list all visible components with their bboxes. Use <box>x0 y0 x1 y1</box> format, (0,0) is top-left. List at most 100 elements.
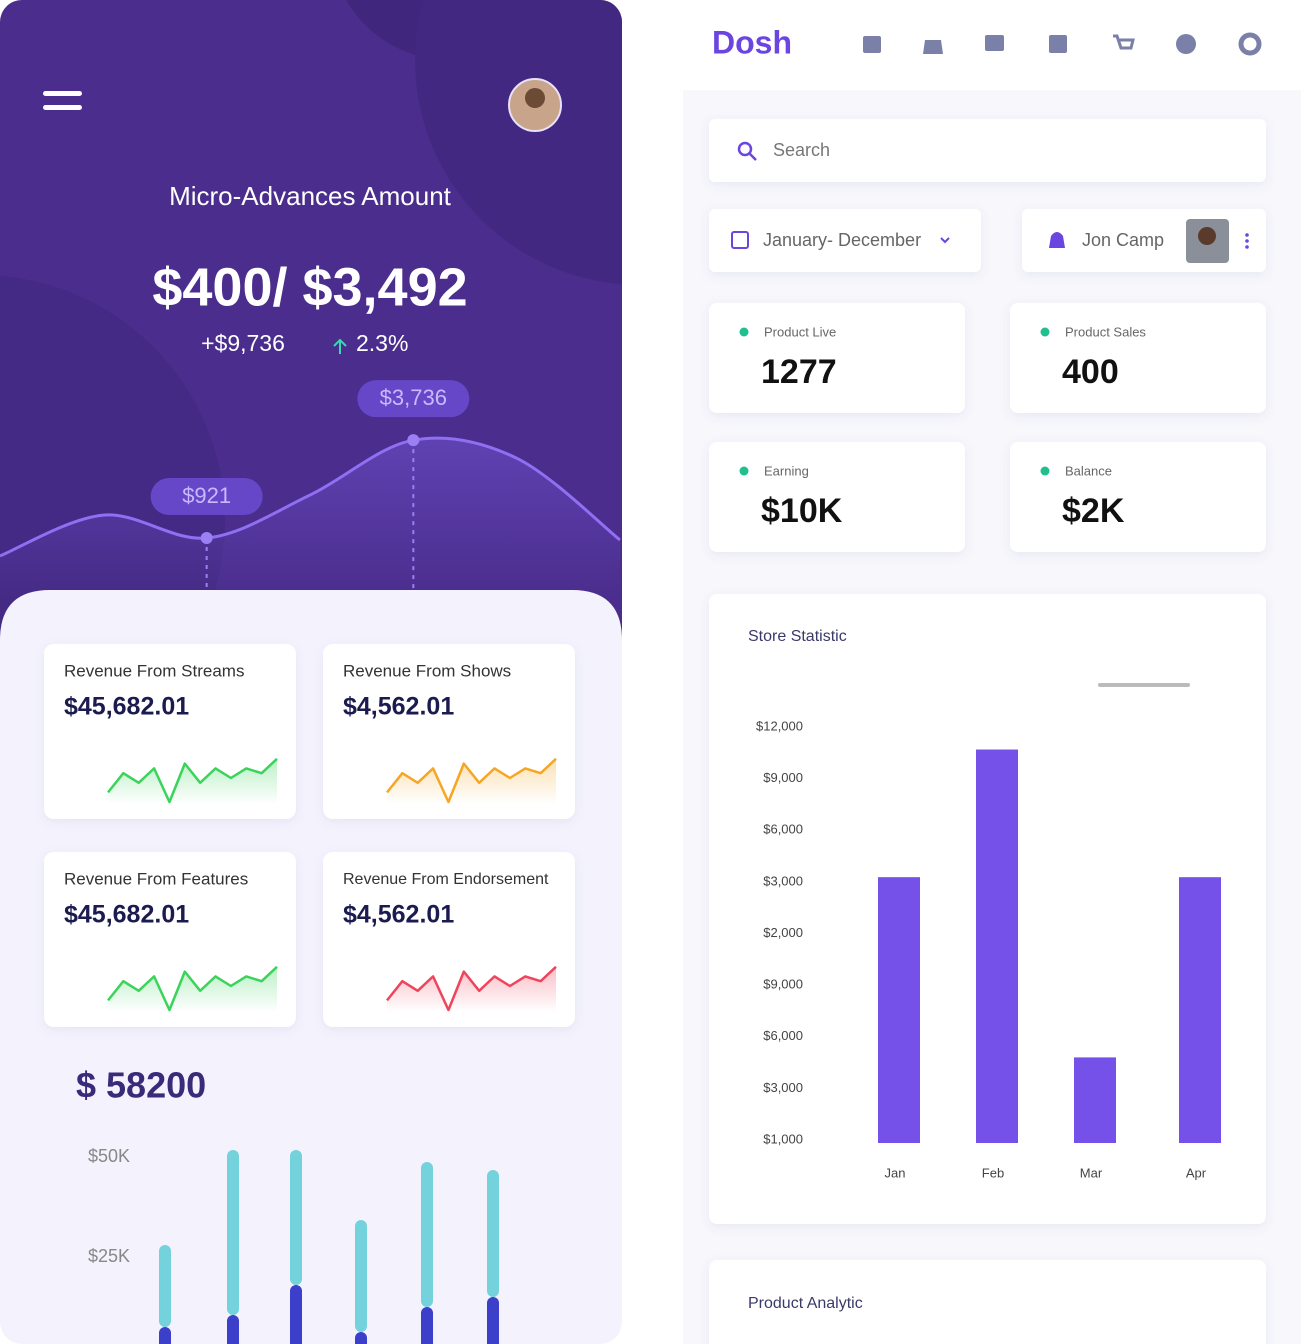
user-name: Jon Camp <box>1082 230 1164 250</box>
nav-chat[interactable] <box>985 35 1004 51</box>
date-picker[interactable] <box>709 209 981 272</box>
bar <box>1179 877 1221 1143</box>
avatar-face <box>525 88 545 108</box>
nav-icons <box>863 32 1262 56</box>
user-avatar-face <box>1198 227 1216 245</box>
bar <box>878 877 920 1143</box>
status-dot <box>1040 327 1050 337</box>
status-dot <box>1040 466 1050 476</box>
bell-icon <box>1049 232 1065 248</box>
bar-segment <box>487 1170 499 1297</box>
line <box>107 965 278 1012</box>
stat-cards: Product Live 1277 Product Sales 400 Earning $… <box>709 303 1266 552</box>
line <box>0 436 621 558</box>
y-tick-label: $3,000 <box>763 1080 803 1095</box>
bar-segment <box>421 1162 433 1307</box>
line-area <box>108 758 277 804</box>
logo[interactable]: Dosh <box>712 24 792 60</box>
y-tick-label: $1,000 <box>763 1131 803 1146</box>
stat-card <box>1010 303 1266 413</box>
change: +$9,736 <box>201 330 285 356</box>
card-amount: $4,562.01 <box>343 693 454 721</box>
more-icon[interactable] <box>1245 233 1249 249</box>
bar-segment <box>290 1150 302 1285</box>
x-tick-label: Mar <box>1080 1165 1103 1180</box>
search-icon <box>737 141 753 157</box>
stat-value: 1277 <box>761 353 837 391</box>
amount: $400/ $3,492 <box>152 257 467 317</box>
card-title: Revenue From Features <box>64 869 248 888</box>
percent: 2.3% <box>356 330 408 356</box>
line <box>107 757 278 804</box>
bar-segment <box>290 1285 302 1344</box>
line-area <box>387 758 556 804</box>
y-tick-label: $25K <box>88 1246 130 1266</box>
value-pill <box>357 380 470 418</box>
stat-label: Balance <box>1065 463 1112 478</box>
y-tick-label: $50K <box>88 1146 130 1166</box>
point <box>200 531 213 544</box>
bar-segment <box>487 1297 499 1344</box>
chevron <box>940 237 950 244</box>
value-label: $921 <box>182 483 231 508</box>
stat-card <box>709 303 965 413</box>
dot <box>1245 233 1249 237</box>
bar-segment <box>355 1332 367 1344</box>
card-title: Revenue From Endorsement <box>343 871 549 888</box>
x-tick-label: Apr <box>1186 1165 1207 1180</box>
up-arrow <box>333 338 347 354</box>
bar-segment <box>159 1327 171 1344</box>
card-amount: $45,682.01 <box>64 901 189 929</box>
nav-dashboard[interactable] <box>863 36 881 53</box>
search-box[interactable] <box>709 119 1266 182</box>
bar <box>1074 1057 1116 1143</box>
decor <box>415 0 622 285</box>
menu-bar <box>43 91 82 96</box>
line-area <box>108 966 277 1012</box>
y-tick-label: $9,000 <box>763 977 803 992</box>
line <box>386 965 557 1012</box>
card-title: Revenue From Shows <box>343 661 511 680</box>
stat-value: $2K <box>1062 492 1125 530</box>
bottom-bar-chart: $25K $50K <box>88 1146 499 1344</box>
status-dot <box>739 466 749 476</box>
calendar-icon <box>731 231 749 249</box>
nav-money[interactable] <box>1176 34 1196 54</box>
date-range: January- December <box>763 230 921 250</box>
nav-bag[interactable] <box>923 40 943 54</box>
nav-stats[interactable] <box>1049 35 1067 53</box>
value-pill <box>150 477 263 515</box>
stat-value: $10K <box>761 492 843 530</box>
nav-settings[interactable] <box>1238 32 1262 56</box>
bar-segment <box>159 1245 171 1327</box>
card-amount: $4,562.01 <box>343 901 454 929</box>
menu-bar <box>43 105 82 110</box>
line-area <box>387 966 556 1012</box>
y-tick-label: $6,000 <box>763 822 803 837</box>
search-placeholder: Search <box>773 140 830 160</box>
store-title: Store Statistic <box>748 628 847 645</box>
bar-segment <box>355 1220 367 1332</box>
x-tick-label: Feb <box>982 1165 1004 1180</box>
curve-chart: $921 $3,736 <box>0 380 621 600</box>
y-tick-label: $3,000 <box>763 873 803 888</box>
menu-icon[interactable] <box>43 91 82 110</box>
panel-title: Micro-Advances Amount <box>169 181 452 211</box>
nav-cart[interactable] <box>1113 34 1135 50</box>
analytic-card <box>709 1260 1266 1344</box>
y-tick-label: $9,000 <box>763 770 803 785</box>
dot <box>1245 245 1249 249</box>
line-area <box>0 438 620 600</box>
search-icon <box>748 152 757 161</box>
divider <box>1098 683 1190 687</box>
stat-value: 400 <box>1062 353 1119 391</box>
stat-label: Product Sales <box>1065 324 1146 339</box>
analytic-title: Product Analytic <box>748 1295 863 1312</box>
line <box>386 757 557 804</box>
y-tick-label: $6,000 <box>763 1028 803 1043</box>
revenue-cards: Revenue From Streams $45,682.01 Revenue Fr… <box>44 644 575 1027</box>
stat-card <box>1010 442 1266 552</box>
store-chart: $12,000 $9,000 $6,000 $3,000 $2,000 $9,000 $6,… <box>756 718 1221 1180</box>
